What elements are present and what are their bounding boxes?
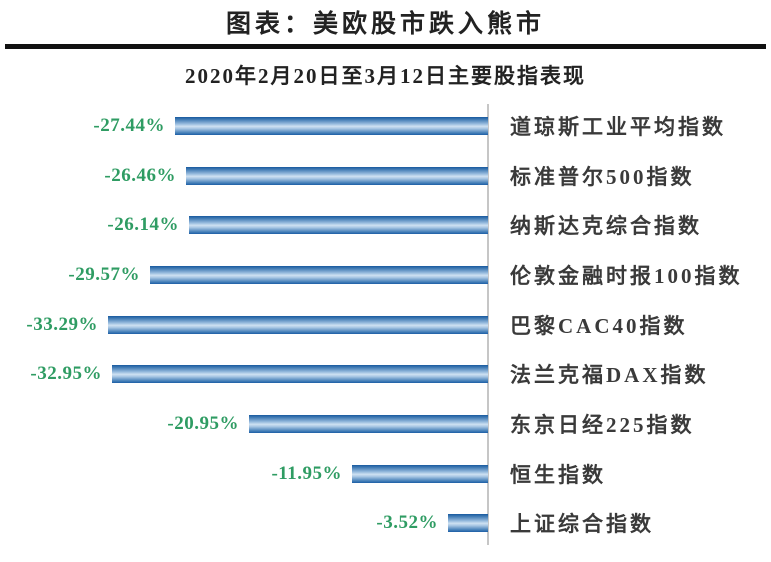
bar-value-label: -29.57% bbox=[68, 263, 140, 285]
bar bbox=[175, 116, 488, 135]
bar-zone: -27.44% bbox=[0, 115, 488, 137]
bar-row: -33.29% 巴黎CAC40指数 bbox=[0, 300, 771, 350]
bar-value-label: -20.95% bbox=[167, 412, 239, 434]
bar-zone: -33.29% bbox=[0, 314, 488, 336]
page-title: 图表：美欧股市跌入熊市 bbox=[225, 11, 545, 38]
vertical-axis-line bbox=[487, 104, 489, 545]
bar-value-label: -3.52% bbox=[376, 512, 438, 534]
bar-row: -26.46% 标准普尔500指数 bbox=[0, 151, 771, 201]
bar bbox=[186, 166, 488, 185]
bar-zone: -3.52% bbox=[0, 512, 488, 534]
bar-value-label: -26.14% bbox=[107, 214, 179, 236]
bar bbox=[112, 365, 488, 384]
bar-row: -3.52% 上证综合指数 bbox=[0, 499, 771, 549]
bar-row: -29.57% 伦敦金融时报100指数 bbox=[0, 250, 771, 300]
bar-row: -11.95% 恒生指数 bbox=[0, 449, 771, 499]
bar-zone: -32.95% bbox=[0, 363, 488, 385]
bar-zone: -20.95% bbox=[0, 413, 488, 435]
chart-subtitle: 2020年2月20日至3月12日主要股指表现 bbox=[185, 64, 586, 88]
bar bbox=[448, 514, 488, 533]
bar bbox=[249, 414, 488, 433]
bar-value-label: -33.29% bbox=[26, 313, 98, 335]
index-name-label: 巴黎CAC40指数 bbox=[510, 313, 688, 338]
index-name-label: 纳斯达克综合指数 bbox=[510, 214, 702, 239]
bar-row: -32.95% 法兰克福DAX指数 bbox=[0, 349, 771, 399]
index-name-label: 道琼斯工业平均指数 bbox=[510, 114, 726, 139]
bar-zone: -11.95% bbox=[0, 463, 488, 485]
bar-zone: -26.14% bbox=[0, 214, 488, 236]
index-name-label: 恒生指数 bbox=[510, 462, 606, 487]
bar-chart: -27.44% 道琼斯工业平均指数 -26.46% 标准普尔500指数 -26.… bbox=[0, 101, 771, 551]
bar-zone: -29.57% bbox=[0, 264, 488, 286]
bar-value-label: -11.95% bbox=[271, 462, 342, 484]
bar-rows: -27.44% 道琼斯工业平均指数 -26.46% 标准普尔500指数 -26.… bbox=[0, 101, 771, 551]
bar-row: -26.14% 纳斯达克综合指数 bbox=[0, 200, 771, 250]
bar-value-label: -32.95% bbox=[30, 363, 102, 385]
index-name-label: 伦敦金融时报100指数 bbox=[510, 263, 743, 288]
index-name-label: 东京日经225指数 bbox=[510, 412, 695, 437]
bar-row: -27.44% 道琼斯工业平均指数 bbox=[0, 101, 771, 151]
bar bbox=[150, 265, 488, 284]
bar-zone: -26.46% bbox=[0, 165, 488, 187]
bar bbox=[108, 315, 488, 334]
bar-value-label: -26.46% bbox=[104, 164, 176, 186]
index-name-label: 标准普尔500指数 bbox=[510, 164, 695, 189]
bar bbox=[352, 464, 488, 483]
bar-row: -20.95% 东京日经225指数 bbox=[0, 399, 771, 449]
bar-value-label: -27.44% bbox=[93, 114, 165, 136]
bar bbox=[189, 216, 488, 235]
index-name-label: 上证综合指数 bbox=[510, 512, 654, 537]
title-divider-rule bbox=[5, 44, 766, 49]
index-name-label: 法兰克福DAX指数 bbox=[510, 363, 709, 388]
